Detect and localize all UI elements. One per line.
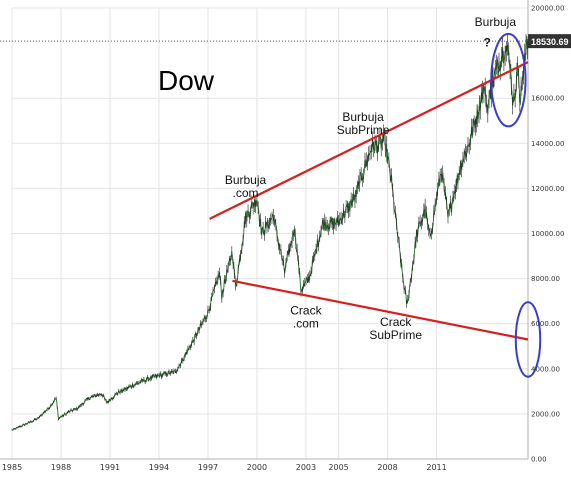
x-tick-label: 2011	[426, 463, 446, 472]
y-tick-label: 0.00	[531, 456, 547, 464]
annotation-line: .com	[293, 317, 319, 331]
x-tick-label: 1988	[51, 463, 71, 472]
annotation-line: ?	[484, 35, 491, 49]
axes	[0, 0, 529, 460]
highlight-circle	[514, 301, 542, 378]
tick-labels: 0.00 2000.00 4000.00 6000.00 8000.00 10000.00…	[2, 5, 571, 472]
last-price-label: 18530.69	[531, 37, 569, 47]
y-tick-label: 12000.00	[531, 185, 564, 193]
x-tick-label: 1985	[2, 463, 22, 472]
annotation-burbuja-com: Burbuja .com	[225, 173, 267, 200]
x-tick-label: 2000	[247, 463, 267, 472]
annotation-line: SubPrime	[337, 123, 390, 137]
annotation-line: Crack	[380, 315, 412, 329]
x-tick-label: 1994	[149, 463, 169, 472]
annotation-line: .com	[232, 186, 258, 200]
annotation-line: Crack	[290, 304, 322, 318]
highlight-circle	[490, 32, 527, 128]
annotation-line: Burbuja	[225, 173, 267, 187]
y-tick-label: 8000.00	[531, 275, 560, 283]
annotation-burbuja-subprime: Burbuja SubPrime	[337, 110, 390, 137]
y-tick-label: 10000.00	[531, 230, 564, 238]
gridlines	[11, 7, 528, 460]
chart-title: Dow	[158, 65, 215, 96]
y-tick-label: 4000.00	[531, 365, 560, 373]
trendline	[232, 279, 529, 341]
annotation-line: SubPrime	[369, 328, 422, 342]
annotation-crack-subprime: Crack SubPrime	[369, 315, 422, 342]
annotation-question-mark: ?	[484, 35, 491, 49]
price-series	[11, 34, 529, 431]
highlight-circles	[490, 32, 542, 378]
annotation-line: Burbuja	[475, 15, 517, 29]
x-tick-label: 2003	[296, 463, 316, 472]
y-tick-label: 2000.00	[531, 410, 560, 418]
trendlines	[209, 61, 529, 341]
annotation-line: Burbuja	[342, 110, 384, 124]
trendline	[209, 61, 529, 220]
y-tick-label: 16000.00	[531, 95, 564, 103]
y-tick-label: 6000.00	[531, 320, 560, 328]
last-price-tag	[528, 34, 571, 49]
x-tick-label: 2005	[328, 463, 348, 472]
x-tick-label: 2008	[377, 463, 397, 472]
annotation-crack-com: Crack .com	[290, 304, 322, 331]
annotation-burbuja-top: Burbuja	[475, 15, 517, 29]
y-tick-label: 14000.00	[531, 140, 564, 148]
x-tick-label: 1997	[198, 463, 218, 472]
y-tick-label: 20000.00	[531, 5, 564, 13]
x-tick-label: 1991	[100, 463, 120, 472]
